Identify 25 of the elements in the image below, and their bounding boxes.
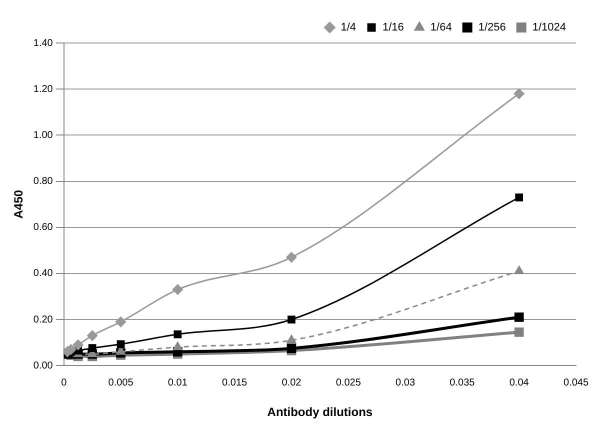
legend-label: 1/64: [430, 22, 452, 34]
x-tick-label: 0.025: [336, 377, 362, 388]
x-tick-label: 0: [61, 377, 68, 388]
y-tick-label: 1.00: [33, 130, 54, 141]
y-tick-label: 0.80: [33, 176, 54, 188]
y-axis-title: A450: [12, 190, 26, 219]
y-tick-label: 0.40: [33, 268, 54, 280]
legend-label: 1/256: [478, 22, 506, 34]
x-tick-label: 0.04: [509, 377, 530, 388]
y-tick-label: 0.60: [33, 222, 54, 234]
legend-label: 1/4: [340, 22, 356, 34]
x-axis-title: Antibody dilutions: [267, 405, 373, 420]
y-tick-label: 0.00: [33, 360, 54, 372]
x-tick-label: 0.01: [168, 377, 188, 388]
legend-label: 1/1024: [532, 22, 566, 34]
x-tick-label: 0.045: [563, 377, 589, 388]
y-tick-label: 1.20: [33, 84, 54, 95]
x-tick-label: 0.03: [396, 377, 416, 388]
legend-label: 1/16: [382, 22, 404, 34]
x-tick-label: 0.015: [222, 377, 248, 388]
x-tick-label: 0.02: [282, 377, 302, 388]
y-tick-label: 0.20: [33, 314, 54, 326]
x-tick-label: 0.005: [108, 377, 134, 388]
x-tick-label: 0.035: [450, 377, 476, 388]
y-tick-label: 1.40: [33, 38, 54, 49]
